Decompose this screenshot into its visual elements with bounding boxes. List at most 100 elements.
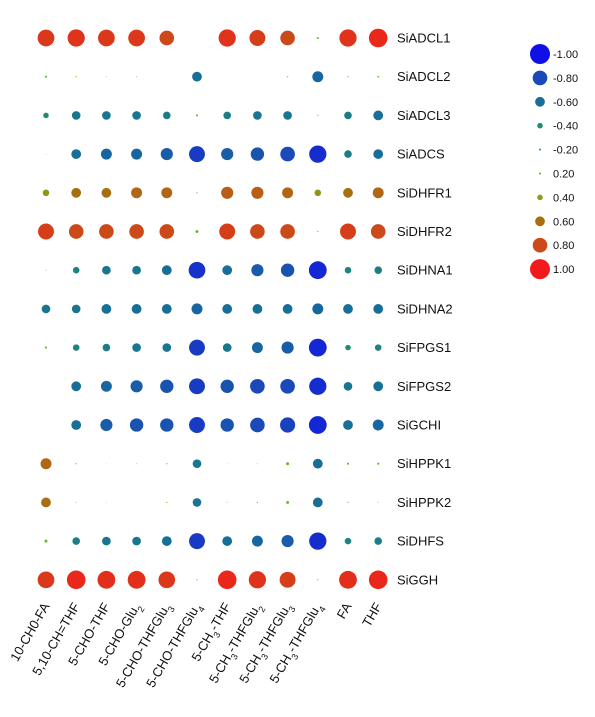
dot-sidhfr1-col8 (251, 186, 264, 199)
dot-sifpgs1-col6 (189, 339, 205, 356)
dot-sihppk1-col7 (226, 463, 228, 465)
dot-siadcl3-col12 (373, 110, 384, 121)
legend-dot-1 (530, 44, 550, 64)
dot-siadcl1-col8 (249, 30, 266, 46)
dot-siggh-col2 (66, 570, 86, 590)
dot-sidhna1-col3 (102, 265, 111, 275)
dot-siggh-col1 (37, 571, 55, 589)
row-label-siadcl3: SiADCL3 (397, 108, 450, 123)
dot-sidhfs-col8 (251, 535, 263, 547)
dot-sifpgs1-col8 (251, 342, 263, 354)
dot-sidhfs-col10 (309, 532, 327, 550)
dot-sidhna1-col5 (161, 265, 172, 276)
dot-sihppk2-col5 (166, 501, 168, 504)
dot-siggh-col9 (279, 571, 296, 588)
dot-sidhfs-col12 (374, 537, 382, 545)
dot-sihppk2-col12 (377, 501, 379, 503)
dot-siadcl2-col4 (136, 76, 138, 78)
dot-sihppk1-col11 (346, 462, 350, 465)
row-labels: SiADCL1 SiADCL2 SiADCL3 SiADCS SiDHFR1 SiDHFR… (397, 31, 453, 588)
row-label-sihppk2: SiHPPK2 (397, 495, 451, 510)
dot-sidhna2-col12 (373, 304, 384, 314)
dot-sihppk1-col12 (377, 462, 380, 465)
dot-sihppk2-col9 (286, 500, 290, 504)
dot-sidhna2-col6 (191, 303, 203, 315)
dot-sihppk2-col2 (75, 501, 77, 503)
legend-label-2: -0.80 (553, 73, 578, 85)
dot-sifpgs1-col2 (72, 344, 80, 351)
dot-siadcs-col4 (131, 148, 143, 160)
dot-sidhfr1-col11 (343, 187, 353, 198)
legend-dot-7 (537, 194, 543, 201)
legend-dot-9 (532, 237, 548, 253)
dot-sihppk1-col1 (40, 458, 52, 470)
dot-sidhfs-col4 (132, 536, 141, 546)
legend-label-8: 0.60 (553, 216, 574, 228)
dot-sidhna2-col9 (282, 304, 293, 314)
dot-siadcl3-col3 (102, 111, 111, 120)
dot-sigchi-col2 (71, 420, 82, 430)
dot-sidhna1-col7 (222, 265, 233, 276)
dot-sidhfs-col1 (44, 539, 48, 543)
dot-sifpgs2-col7 (220, 379, 234, 393)
dot-siadcl3-col8 (253, 111, 262, 120)
dot-sidhfs-col6 (189, 533, 205, 550)
dot-sidhfr1-col9 (282, 187, 294, 199)
dot-siadcl2-col2 (75, 75, 77, 78)
dot-sidhfr1-col4 (131, 187, 143, 199)
dot-siadcl1-col7 (218, 29, 236, 47)
dot-sidhfs-col9 (281, 535, 294, 548)
dot-siadcs-col9 (280, 146, 295, 162)
dot-sidhfr2-col4 (129, 224, 144, 239)
dot-siggh-col6 (196, 579, 198, 581)
legend-dot-3 (535, 96, 545, 107)
dot-sifpgs2-col3 (100, 380, 112, 392)
dot-sidhfs-col2 (72, 537, 80, 545)
dot-siadcl1-col2 (67, 29, 85, 47)
row-label-sifpgs2: SiFPGS2 (397, 379, 451, 394)
legend-dot-2 (532, 70, 548, 86)
dot-sidhna2-col4 (131, 304, 142, 314)
dot-siadcl3-col6 (195, 114, 199, 117)
dot-siadcl1-col4 (128, 29, 145, 47)
dot-sidhfr2-col10 (317, 230, 319, 233)
dot-sihppk1-col8 (256, 463, 258, 465)
dot-siggh-col5 (158, 571, 176, 589)
row-label-siggh: SiGGH (397, 572, 438, 587)
dot-sifpgs2-col12 (373, 381, 384, 392)
dot-sidhfr1-col12 (372, 187, 384, 199)
dot-sifpgs1-col3 (102, 343, 111, 352)
dot-sidhfr2-col3 (99, 224, 114, 239)
dot-sidhna1-col11 (344, 266, 352, 274)
dot-siadcs-col1 (45, 153, 47, 155)
dot-sigchi-col8 (250, 417, 265, 433)
dot-siggh-col4 (127, 570, 146, 589)
dot-sihppk2-col6 (192, 498, 202, 507)
dot-siadcl3-col10 (317, 114, 319, 117)
dot-sidhfr2-col2 (68, 224, 84, 239)
legend-label-6: 0.20 (553, 169, 574, 181)
dot-sidhna1-col10 (308, 261, 327, 280)
dot-siggh-col11 (339, 570, 357, 589)
dot-sifpgs2-col6 (189, 378, 205, 395)
dot-sifpgs1-col11 (345, 344, 351, 351)
dot-siadcl3-col4 (132, 111, 141, 120)
dot-sidhfr1-col5 (161, 187, 173, 199)
dot-sihppk1-col9 (286, 462, 290, 466)
dot-siadcl1-col10 (316, 36, 319, 40)
dot-siadcl2-col9 (286, 75, 289, 78)
dot-sidhfr2-col5 (159, 224, 175, 239)
dot-sidhfr1-col10 (314, 189, 322, 197)
dot-sidhna2-col7 (222, 304, 233, 314)
row-label-sihppk1: SiHPPK1 (397, 456, 451, 471)
dot-siadcl1-col9 (280, 30, 295, 46)
dot-siadcl3-col9 (283, 111, 292, 120)
dot-grid (37, 28, 388, 590)
dot-siadcl3-col7 (223, 111, 231, 120)
dot-sihppk2-col10 (312, 497, 323, 508)
legend-label-1: -1.00 (553, 49, 578, 61)
dot-siadcl3-col2 (71, 111, 81, 120)
dot-sidhfr1-col3 (101, 187, 112, 198)
row-label-sidhna2: SiDHNA2 (397, 301, 453, 316)
dot-siadcl2-col10 (312, 71, 324, 83)
